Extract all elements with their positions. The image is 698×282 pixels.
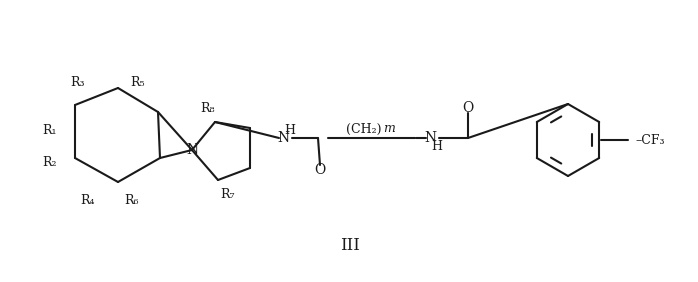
Text: H: H <box>285 124 295 136</box>
Text: O: O <box>314 163 326 177</box>
Text: R₂: R₂ <box>43 155 57 169</box>
Text: III: III <box>340 237 360 254</box>
Text: N: N <box>424 131 436 145</box>
Text: –CF₃: –CF₃ <box>635 133 664 147</box>
Text: R₃: R₃ <box>70 76 85 89</box>
Text: R₄: R₄ <box>81 193 95 206</box>
Text: R₈: R₈ <box>201 102 215 114</box>
Text: O: O <box>462 101 474 115</box>
Text: N: N <box>186 143 198 157</box>
Text: N: N <box>277 131 289 145</box>
Text: H: H <box>431 140 443 153</box>
Text: R₇: R₇ <box>221 188 235 202</box>
Text: m: m <box>384 122 396 135</box>
Text: R₁: R₁ <box>43 124 57 136</box>
Text: R₆: R₆ <box>125 193 139 206</box>
Text: (CH₂): (CH₂) <box>346 122 381 135</box>
Text: R₅: R₅ <box>131 76 145 89</box>
